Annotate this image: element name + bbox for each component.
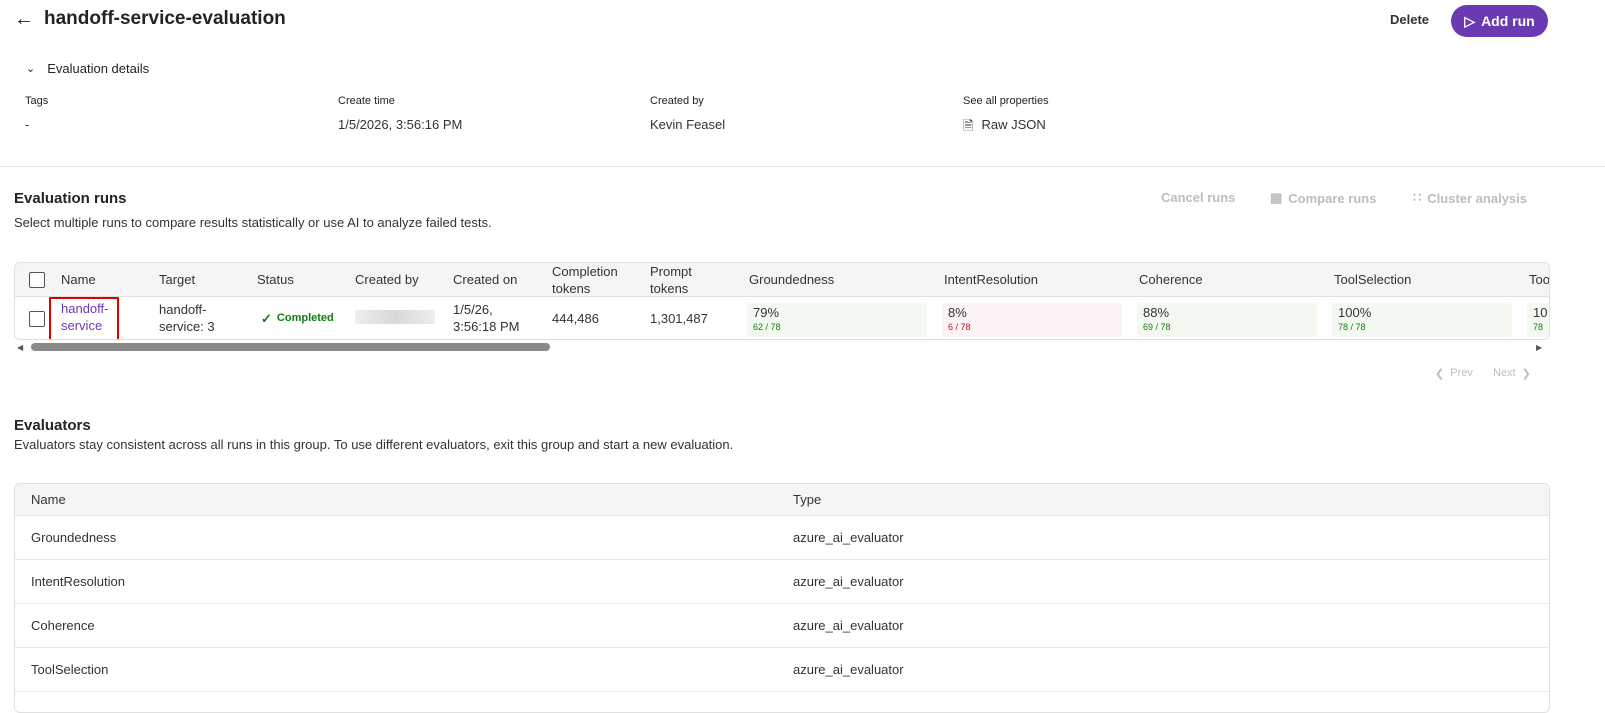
run-name-link[interactable]: handoff-service bbox=[49, 297, 119, 339]
compare-runs-button[interactable]: ▦ Compare runs bbox=[1270, 190, 1377, 206]
play-cycle-icon: ▷ bbox=[1464, 12, 1476, 29]
col-name: Name bbox=[31, 492, 66, 507]
evaluators-title: Evaluators bbox=[14, 417, 91, 434]
score-groundedness: 79% 62 / 78 bbox=[747, 303, 927, 337]
score-intent-resolution: 8% 6 / 78 bbox=[942, 303, 1122, 337]
create-time-value: 1/5/2026, 3:56:16 PM bbox=[338, 117, 463, 132]
create-time-label: Create time bbox=[338, 95, 395, 107]
next-button[interactable]: Next ❯ bbox=[1493, 367, 1531, 380]
list-item: Groundedness azure_ai_evaluator bbox=[15, 516, 1549, 560]
chevron-left-icon: ❮ bbox=[1435, 368, 1445, 380]
scatter-icon: ∷ bbox=[1413, 190, 1422, 205]
created-by-value: Kevin Feasel bbox=[650, 117, 726, 132]
col-type: Type bbox=[793, 492, 822, 507]
row-checkbox[interactable] bbox=[29, 311, 45, 327]
evaluators-header: Name Type bbox=[15, 484, 1549, 516]
evaluators-subtitle: Evaluators stay consistent across all ru… bbox=[14, 437, 734, 452]
col-created-on[interactable]: Created on bbox=[453, 272, 518, 287]
col-groundedness[interactable]: Groundedness bbox=[749, 272, 835, 287]
horizontal-scrollbar[interactable] bbox=[31, 343, 550, 351]
properties-label: See all properties bbox=[963, 95, 1049, 107]
add-run-button[interactable]: ▷ Add run bbox=[1451, 5, 1548, 37]
score-truncated: 10 78 bbox=[1527, 303, 1549, 337]
scroll-left-icon[interactable]: ◀ bbox=[17, 343, 24, 352]
runs-title: Evaluation runs bbox=[14, 190, 127, 207]
col-coherence[interactable]: Coherence bbox=[1139, 272, 1203, 287]
check-circle-icon: ✓ bbox=[261, 311, 272, 326]
run-target: handoff-service: 3 bbox=[159, 302, 215, 334]
divider bbox=[0, 166, 1605, 167]
prev-button[interactable]: ❮ Prev bbox=[1435, 367, 1473, 380]
evaluators-table: Name Type Groundedness azure_ai_evaluator… bbox=[14, 483, 1550, 713]
created-by-label: Created by bbox=[650, 95, 704, 107]
table-cursor-icon: ▦ bbox=[1270, 190, 1283, 205]
list-item: ToolSelection azure_ai_evaluator bbox=[15, 648, 1549, 692]
tags-label: Tags bbox=[25, 95, 49, 107]
chevron-down-icon: ⌄ bbox=[26, 63, 36, 75]
list-item: IntentResolution azure_ai_evaluator bbox=[15, 560, 1549, 604]
chevron-right-icon: ❯ bbox=[1521, 368, 1531, 380]
cluster-analysis-button[interactable]: ∷ Cluster analysis bbox=[1413, 190, 1527, 206]
delete-button[interactable]: Delete bbox=[1390, 12, 1430, 27]
evaluation-details-toggle[interactable]: ⌄ Evaluation details bbox=[26, 61, 150, 76]
tags-value: - bbox=[25, 117, 30, 132]
col-truncated[interactable]: Too bbox=[1529, 272, 1550, 287]
col-status[interactable]: Status bbox=[257, 272, 294, 287]
runs-subtitle: Select multiple runs to compare results … bbox=[14, 215, 492, 230]
cancel-runs-button[interactable]: Cancel runs bbox=[1161, 190, 1236, 205]
back-arrow-icon[interactable]: ← bbox=[14, 8, 34, 30]
col-created-by[interactable]: Created by bbox=[355, 272, 419, 287]
list-item: Coherence azure_ai_evaluator bbox=[15, 604, 1549, 648]
runs-table: Name Target Status Created by Created on… bbox=[14, 262, 1550, 340]
col-tool-selection[interactable]: ToolSelection bbox=[1334, 272, 1412, 287]
select-all-checkbox[interactable] bbox=[29, 272, 45, 288]
status-badge: ✓ Completed bbox=[261, 311, 334, 326]
col-completion-tokens[interactable]: Completion tokens bbox=[552, 264, 618, 296]
table-row[interactable]: handoff-service handoff-service: 3 ✓ Comp… bbox=[15, 297, 1549, 339]
score-tool-selection: 100% 78 / 78 bbox=[1332, 303, 1512, 337]
scroll-right-icon[interactable]: ▶ bbox=[1536, 343, 1543, 352]
col-name[interactable]: Name bbox=[61, 272, 96, 287]
score-coherence: 88% 69 / 78 bbox=[1137, 303, 1317, 337]
run-created-on: 1/5/26, 3:56:18 PM bbox=[453, 302, 520, 334]
redacted-created-by bbox=[355, 310, 435, 324]
run-prompt-tokens: 1,301,487 bbox=[650, 311, 708, 326]
page-title: handoff-service-evaluation bbox=[44, 8, 286, 29]
document-icon: 🗎 bbox=[963, 118, 974, 133]
col-intent-resolution[interactable]: IntentResolution bbox=[944, 272, 1038, 287]
run-completion-tokens: 444,486 bbox=[552, 311, 599, 326]
col-target[interactable]: Target bbox=[159, 272, 196, 287]
col-prompt-tokens[interactable]: Prompt tokens bbox=[650, 264, 692, 296]
raw-json-link[interactable]: 🗎 Raw JSON bbox=[963, 117, 1046, 139]
table-header: Name Target Status Created by Created on… bbox=[15, 263, 1549, 297]
